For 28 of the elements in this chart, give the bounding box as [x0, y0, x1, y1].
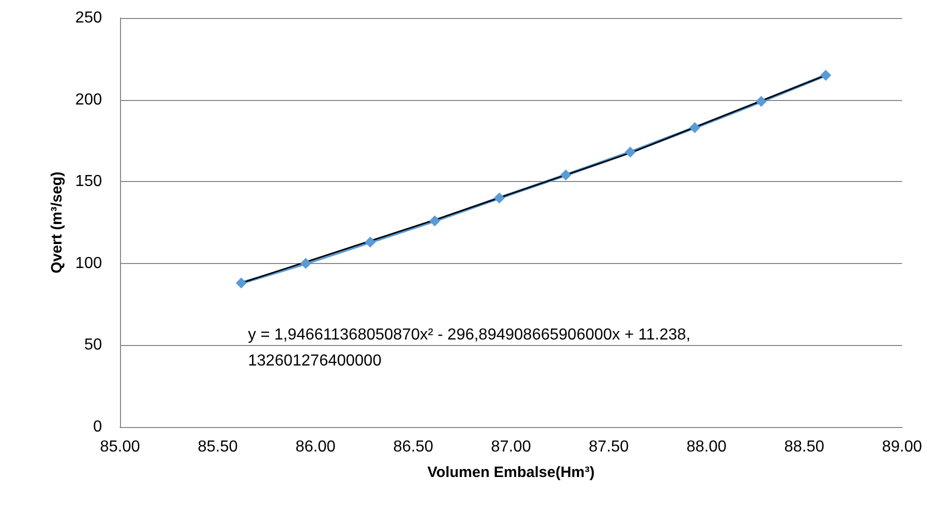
y-tick-label: 250 — [75, 10, 102, 26]
annotation: y = 1,946611368050870x² - 296,894908665906000x + 11.238,132601276400000 — [248, 326, 690, 370]
point — [820, 70, 832, 81]
point — [560, 170, 572, 181]
x-tick-label: 88.00 — [686, 438, 727, 456]
point — [756, 96, 767, 107]
point — [429, 215, 440, 226]
point — [624, 146, 636, 158]
x-tick-label: 89.00 — [882, 438, 922, 456]
point — [364, 236, 376, 248]
x-tick-label: 86.50 — [393, 438, 434, 456]
y-tick-label: 0 — [93, 418, 102, 436]
x-tick-label: 86.00 — [295, 438, 336, 456]
x-tick-label: 87.50 — [588, 438, 629, 456]
point — [300, 258, 312, 269]
x-tick-label: 85.00 — [100, 438, 140, 456]
y-tick-label: 150 — [75, 173, 102, 190]
x-tick-label: 85.50 — [198, 438, 238, 456]
x-axis-title: Volumen Embalse(Hm³) — [427, 464, 595, 481]
y-tick-label: 50 — [84, 336, 102, 354]
x-tick-label: 88.50 — [784, 438, 824, 456]
x-tick-label: 87.00 — [490, 438, 532, 456]
point — [689, 122, 700, 134]
y-tick-label: 200 — [75, 91, 102, 108]
y-tick-label: 100 — [75, 254, 102, 272]
point — [236, 278, 247, 289]
point — [494, 192, 505, 204]
y-axis-title: Qvert (m³/seg) — [48, 172, 66, 274]
